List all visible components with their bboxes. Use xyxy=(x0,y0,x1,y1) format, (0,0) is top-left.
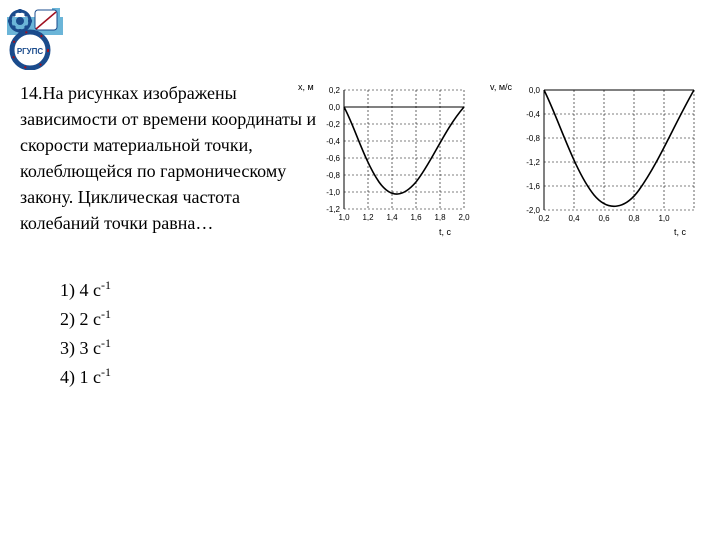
x1-3: 1,6 xyxy=(410,213,422,222)
y2-4: -1,6 xyxy=(526,182,540,191)
x1-1: 1,2 xyxy=(362,213,374,222)
chart2-ylabel: v, м/c xyxy=(490,82,512,92)
y1-4: -0,6 xyxy=(326,154,340,163)
answer-4-sup: -1 xyxy=(101,365,111,379)
x1-4: 1,8 xyxy=(434,213,446,222)
y2-3: -1,2 xyxy=(526,158,540,167)
chart1-curve xyxy=(344,107,464,194)
chart2-curve xyxy=(544,90,694,206)
chart2-grid xyxy=(544,90,694,210)
answer-2-text: 2) 2 c xyxy=(60,309,101,329)
answer-3-sup: -1 xyxy=(101,336,111,350)
question-text: 14.На рисунках изображены зависимости от… xyxy=(20,80,317,237)
answer-1-text: 1) 4 c xyxy=(60,280,101,300)
answer-2: 2) 2 c-1 xyxy=(60,305,111,334)
chart1-ylabel: x, м xyxy=(298,82,314,92)
chart2-xlabel: t, c xyxy=(674,227,687,237)
question-number: 14. xyxy=(20,83,43,103)
y1-0: 0,2 xyxy=(329,86,341,95)
chart2-axis xyxy=(544,90,694,210)
logo: РГУПС xyxy=(2,5,72,70)
answer-4-text: 4) 1 c xyxy=(60,367,101,387)
answer-2-sup: -1 xyxy=(101,307,111,321)
y1-3: -0,4 xyxy=(326,137,340,146)
answer-1-sup: -1 xyxy=(101,278,111,292)
y1-6: -1,0 xyxy=(326,188,340,197)
x2-2: 0,6 xyxy=(598,214,610,223)
chart1-xlabel: t, c xyxy=(439,227,452,237)
chart-x-vs-t: x, м 0, xyxy=(320,85,495,255)
y1-1: 0,0 xyxy=(329,103,341,112)
y2-0: 0,0 xyxy=(529,86,541,95)
chart-v-vs-t: v, м/c 0,0 -0,4 xyxy=(520,85,720,255)
answers-block: 1) 4 c-1 2) 2 c-1 3) 3 c-1 4) 1 c-1 xyxy=(60,270,111,392)
x1-0: 1,0 xyxy=(338,213,350,222)
x2-4: 1,0 xyxy=(658,214,670,223)
y1-5: -0,8 xyxy=(326,171,340,180)
answer-3: 3) 3 c-1 xyxy=(60,334,111,363)
y2-1: -0,4 xyxy=(526,110,540,119)
y1-2: -0,2 xyxy=(326,120,340,129)
x1-5: 2,0 xyxy=(458,213,470,222)
y2-2: -0,8 xyxy=(526,134,540,143)
x1-2: 1,4 xyxy=(386,213,398,222)
answer-3-text: 3) 3 c xyxy=(60,338,101,358)
x2-0: 0,2 xyxy=(538,214,550,223)
answer-1: 1) 4 c-1 xyxy=(60,276,111,305)
question-body: На рисунках изображены зависимости от вр… xyxy=(20,83,316,233)
x2-3: 0,8 xyxy=(628,214,640,223)
x2-1: 0,4 xyxy=(568,214,580,223)
answer-4: 4) 1 c-1 xyxy=(60,363,111,392)
svg-text:РГУПС: РГУПС xyxy=(17,47,44,56)
